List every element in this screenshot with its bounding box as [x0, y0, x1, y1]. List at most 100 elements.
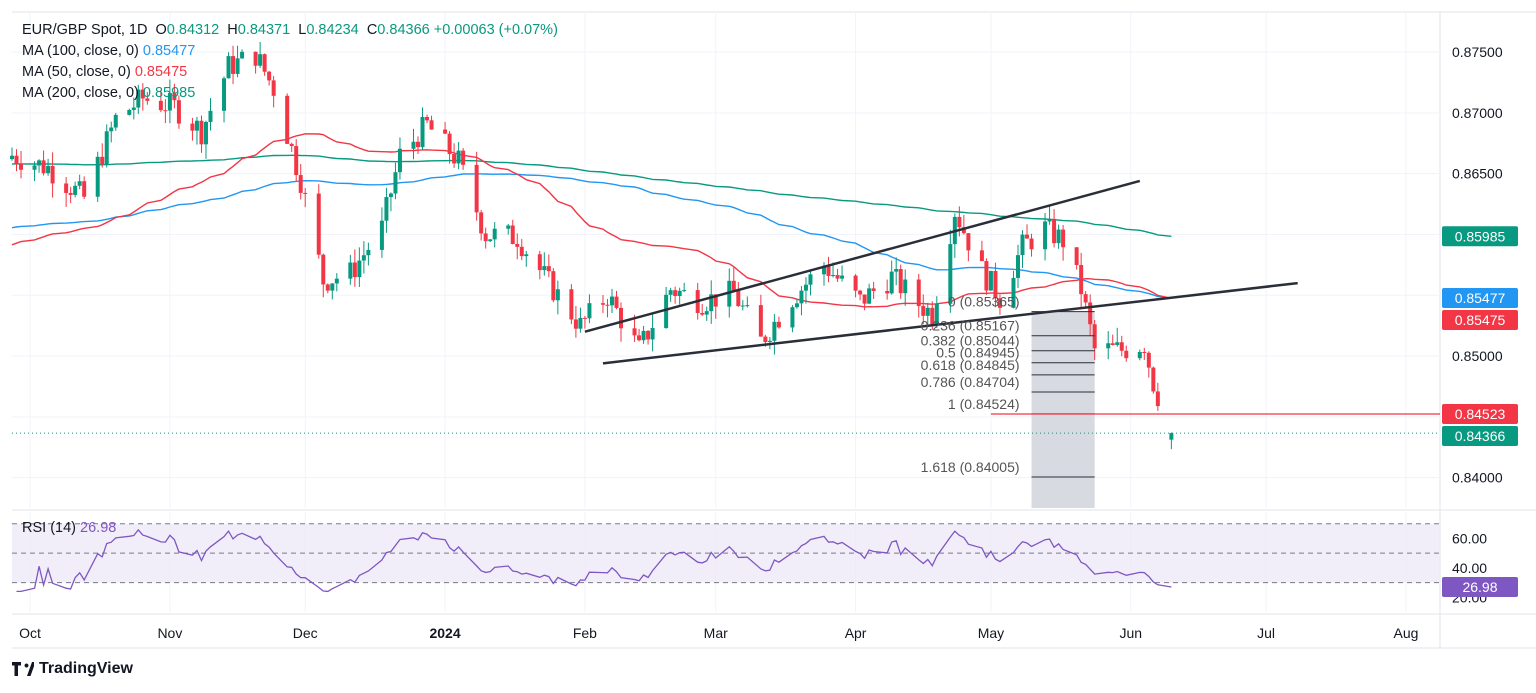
price-badge-label: 0.85477: [1455, 290, 1506, 306]
candle-body: [14, 155, 19, 164]
ma200-legend[interactable]: MA (200, close, 0) 0.85985: [22, 85, 196, 101]
ma100-legend[interactable]: MA (100, close, 0) 0.85477: [22, 43, 196, 59]
candle-body: [456, 150, 461, 164]
candle-body: [68, 192, 73, 195]
candle-body: [831, 275, 836, 277]
candle-body: [988, 270, 993, 291]
candle-body: [925, 307, 930, 316]
candle-body: [32, 165, 37, 170]
candle-body: [167, 93, 172, 111]
candle-body: [790, 307, 795, 328]
time-tick-label: Mar: [704, 625, 728, 641]
tradingview-logo[interactable]: TradingView: [12, 660, 133, 678]
candle-body: [1092, 324, 1097, 349]
candle-body: [619, 307, 624, 329]
candle-body: [966, 233, 971, 251]
candle-body: [388, 193, 393, 198]
candle-body: [447, 133, 452, 155]
candle-body: [641, 330, 646, 341]
ma50-legend[interactable]: MA (50, close, 0) 0.85475: [22, 64, 188, 80]
candle-body: [222, 78, 227, 111]
candle-body: [867, 288, 872, 304]
time-tick-label: Aug: [1393, 625, 1418, 641]
candle-body: [1079, 264, 1084, 295]
candle-body: [479, 212, 484, 234]
candle-body: [916, 279, 921, 307]
low-value: 0.84234: [306, 22, 359, 38]
candle-body: [82, 181, 87, 197]
open-value: 0.84312: [166, 22, 220, 38]
candle-body: [632, 328, 637, 336]
time-tick-label: 2024: [429, 625, 460, 641]
candle-body: [285, 95, 290, 144]
brand-name: TradingView: [39, 660, 133, 677]
candle-body: [776, 321, 781, 328]
price-tick-label: 0.86500: [1452, 166, 1503, 182]
change-value: +0.00063 (+0.07%): [433, 22, 558, 38]
time-tick-label: Nov: [157, 625, 182, 641]
candle-body: [961, 227, 966, 234]
candle-body: [1074, 247, 1079, 265]
candle-body: [519, 246, 524, 257]
candle-body: [1083, 294, 1088, 303]
candle-body: [50, 165, 55, 184]
candle-body: [289, 143, 294, 147]
candle-body: [461, 150, 466, 165]
candle-body: [1142, 351, 1147, 353]
candle-body: [235, 58, 240, 74]
candle-body: [172, 93, 177, 101]
price-tick-label: 0.84000: [1452, 470, 1503, 486]
rsi-legend[interactable]: RSI (14) 26.98: [22, 520, 117, 536]
candle-body: [853, 275, 858, 291]
candle-body: [542, 266, 547, 271]
candle-body: [948, 244, 953, 304]
price-badge: [1442, 288, 1518, 309]
candle-body: [510, 225, 515, 244]
fib-level-label: 1.618 (0.84005): [921, 459, 1020, 475]
fib-level-label: 1 (0.84524): [948, 396, 1020, 412]
candle-body: [1110, 343, 1115, 345]
candle-body: [411, 141, 416, 149]
candle-body: [551, 271, 556, 301]
candle-body: [515, 243, 520, 247]
candle-body: [176, 100, 181, 124]
candle-body: [772, 321, 777, 341]
candle-body: [794, 303, 799, 308]
candle-body: [1088, 302, 1093, 325]
candle-body: [321, 254, 326, 285]
candle-body: [361, 255, 366, 261]
candle-body: [826, 265, 831, 276]
candle-body: [127, 109, 132, 115]
candle-body: [1056, 229, 1061, 244]
price-badge: [1442, 404, 1518, 425]
candle-body: [763, 336, 768, 343]
price-badge: [1442, 310, 1518, 331]
candle-body: [650, 328, 655, 340]
candle-body: [483, 233, 488, 242]
candle-body: [492, 228, 497, 240]
candle-body: [64, 183, 69, 193]
candle-body: [835, 275, 840, 279]
fib-level-label: 0.786 (0.84704): [921, 374, 1020, 390]
candle-body: [934, 303, 939, 325]
fib-level-label: 0.618 (0.84845): [921, 357, 1020, 373]
candle-body: [158, 100, 163, 111]
candle-body: [1115, 342, 1120, 345]
candle-body: [303, 192, 308, 194]
candle-body: [1020, 234, 1025, 256]
candle-body: [731, 280, 736, 291]
time-tick-label: May: [978, 625, 1004, 641]
price-badge-label: 0.84523: [1455, 406, 1506, 422]
rsi-line: [16, 528, 1172, 593]
fib-extension-box: [1031, 311, 1095, 508]
candle-body: [208, 110, 213, 122]
ma200-value: 0.85985: [142, 85, 196, 101]
candle-body: [1052, 218, 1057, 244]
candle-body: [113, 114, 118, 128]
candle-body: [587, 303, 592, 319]
symbol-label: EUR/GBP Spot, 1D: [22, 22, 148, 38]
candle-body: [100, 156, 105, 165]
ma50-value: 0.85475: [134, 64, 188, 80]
fib-level-label: 0.5 (0.84945): [936, 345, 1019, 361]
